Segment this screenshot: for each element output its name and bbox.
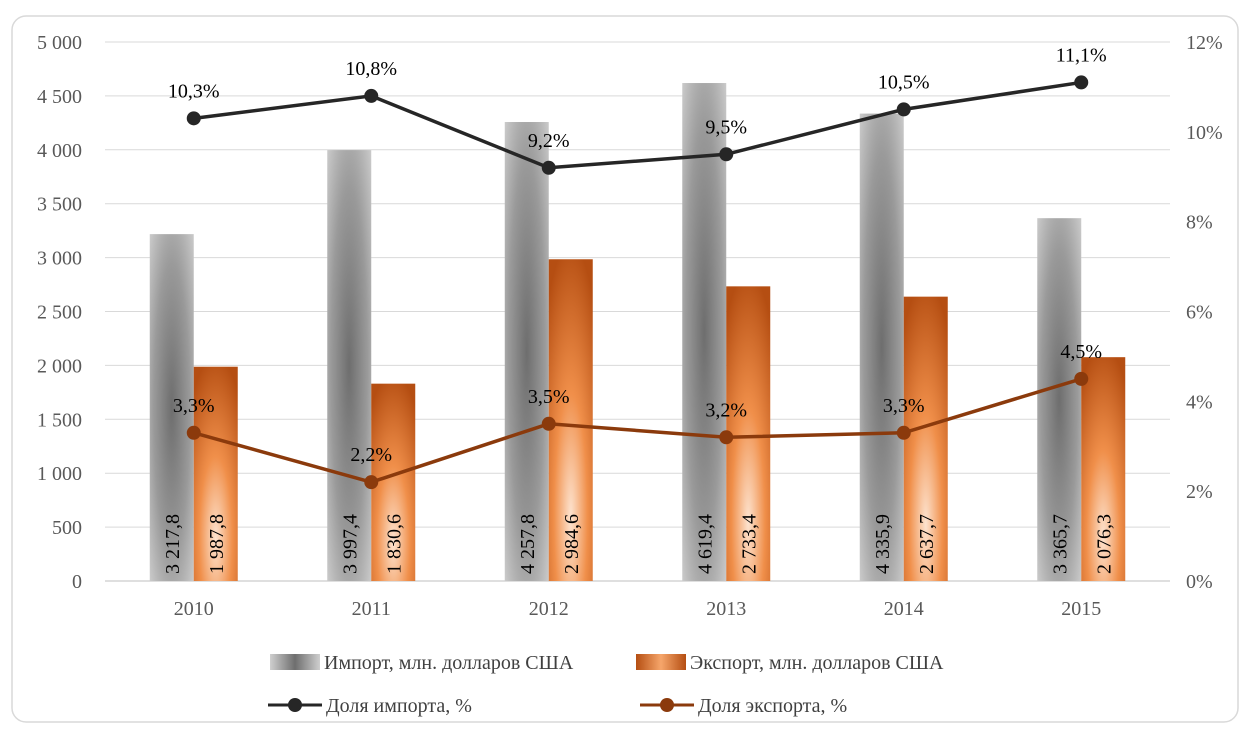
y-tick-label: 0 (72, 571, 82, 593)
y2-tick-label: 0% (1186, 571, 1213, 593)
legend-swatch-export (636, 654, 686, 670)
y-tick-label: 4 500 (37, 86, 82, 108)
bar-labels: 3 217,8 1 987,8 3 997,4 1 830,6 4 257,8 2 984… (162, 514, 1116, 574)
point-label-import-share: 9,2% (528, 130, 570, 152)
bar-export (1081, 357, 1126, 581)
point-import-share (364, 88, 379, 103)
line-export-share (193, 377, 1082, 485)
y2-tick-label: 8% (1186, 212, 1213, 234)
y-tick-label: 3 500 (37, 194, 82, 216)
legend-label-import: Импорт, млн. долларов США (324, 652, 574, 674)
legend-marker-import (288, 698, 302, 712)
legend-marker-export (660, 698, 674, 712)
y2-tick-label: 6% (1186, 302, 1213, 324)
x-tick-label: 2011 (352, 598, 391, 620)
x-tick-label: 2015 (1061, 598, 1101, 620)
legend-swatch-import (270, 654, 320, 670)
x-axis: 2010 2011 2012 2013 2014 2015 (174, 598, 1102, 620)
x-tick-label: 2012 (529, 598, 569, 620)
y2-tick-label: 10% (1186, 122, 1223, 144)
bar-import (504, 122, 549, 582)
bar-import (149, 234, 194, 581)
lines (186, 75, 1089, 490)
point-label-export-share: 2,2% (350, 444, 392, 466)
y-axis-right: 0% 2% 4% 6% 8% 10% 12% (1186, 32, 1223, 593)
bar-label-export: 1 830,6 (383, 514, 405, 574)
legend-label-import-share: Доля импорта, % (326, 695, 472, 717)
legend-label-export-share: Доля экспорта, % (698, 695, 847, 717)
y-tick-label: 3 000 (37, 248, 82, 270)
bar-export (371, 383, 416, 581)
y-tick-label: 500 (52, 517, 82, 539)
bar-label-import: 3 217,8 (162, 514, 184, 574)
bar-export (903, 296, 948, 581)
point-label-export-share: 3,2% (705, 399, 747, 421)
bar-label-export: 2 637,7 (916, 514, 938, 574)
bar-label-export: 2 733,4 (738, 514, 760, 574)
point-export-share (186, 425, 201, 440)
bar-import (327, 150, 372, 582)
bar-import (682, 83, 727, 581)
bar-label-import: 4 257,8 (517, 514, 539, 574)
bar-label-export: 2 984,6 (561, 514, 583, 574)
point-import-share (186, 111, 201, 126)
y-tick-label: 1 500 (37, 409, 82, 431)
point-label-import-share: 10,8% (345, 58, 397, 80)
point-label-export-share: 3,3% (883, 395, 925, 417)
y-tick-label: 4 000 (37, 140, 82, 162)
bar-export (548, 259, 593, 581)
heading-fragment (0, 0, 1244, 10)
line-import-share (193, 80, 1082, 170)
bar-label-export: 1 987,8 (206, 514, 228, 574)
y2-tick-label: 12% (1186, 32, 1223, 54)
line-labels: 10,3% 10,8% 9,2% 9,5% 10,5% 11,1% 3,3% 2,2% 3,5%… (168, 44, 1107, 466)
y-tick-label: 1 000 (37, 463, 82, 485)
x-tick-label: 2014 (884, 598, 924, 620)
bar-import (1037, 218, 1082, 581)
y2-tick-label: 2% (1186, 481, 1213, 503)
x-tick-label: 2010 (174, 598, 214, 620)
point-label-export-share: 3,5% (528, 386, 570, 408)
point-export-share (896, 425, 911, 440)
bar-import (859, 113, 904, 582)
bar-label-import: 3 997,4 (339, 514, 361, 574)
point-export-share (1074, 371, 1089, 386)
point-import-share (1074, 75, 1089, 90)
x-tick-label: 2013 (706, 598, 746, 620)
bar-label-import: 4 619,4 (694, 514, 716, 574)
point-label-export-share: 3,3% (173, 395, 215, 417)
bar-export (726, 286, 771, 581)
point-label-import-share: 9,5% (705, 116, 747, 138)
bar-label-import: 3 365,7 (1049, 514, 1071, 574)
bar-export (193, 366, 238, 581)
legend-label-export: Экспорт, млн. долларов США (690, 652, 944, 674)
point-label-import-share: 10,5% (878, 71, 930, 93)
point-import-share (896, 102, 911, 117)
point-label-import-share: 10,3% (168, 80, 220, 102)
point-export-share (719, 430, 734, 445)
y-tick-label: 5 000 (37, 32, 82, 54)
bar-label-export: 2 076,3 (1093, 514, 1115, 574)
y-axis-left: 0 500 1 000 1 500 2 000 2 500 3 000 3 500 4 000 4… (37, 32, 82, 593)
point-export-share (541, 416, 556, 431)
y-tick-label: 2 000 (37, 355, 82, 377)
point-label-import-share: 11,1% (1056, 44, 1107, 66)
point-import-share (541, 160, 556, 175)
legend: Импорт, млн. долларов США Экспорт, млн. … (268, 652, 944, 717)
point-export-share (364, 475, 379, 490)
y2-tick-label: 4% (1186, 391, 1213, 413)
bars (149, 83, 1126, 582)
bar-label-import: 4 335,9 (872, 514, 894, 574)
point-import-share (719, 147, 734, 162)
point-label-export-share: 4,5% (1060, 341, 1102, 363)
y-tick-label: 2 500 (37, 302, 82, 324)
